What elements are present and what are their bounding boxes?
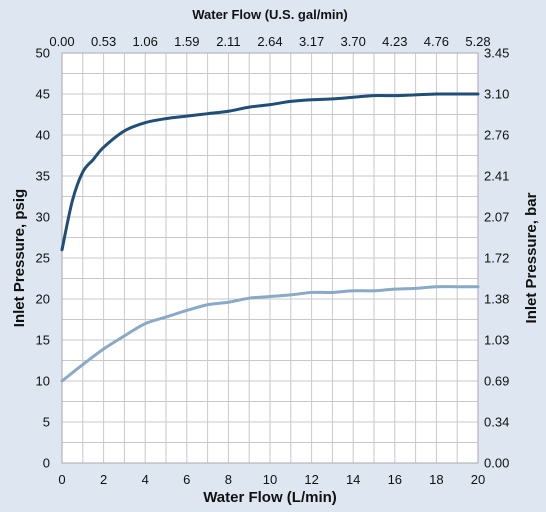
x2-tick-label: 3.70 — [341, 34, 366, 49]
x-tick-label: 6 — [183, 472, 190, 487]
x2-tick-label: 4.76 — [424, 34, 449, 49]
y2-tick-label: 2.07 — [484, 210, 509, 225]
y2-tick-label: 3.45 — [484, 46, 509, 61]
y-tick-label: 5 — [43, 415, 50, 430]
series-line-lower — [60, 285, 480, 383]
y-axis-title: Inlet Pressure, psig — [11, 189, 28, 327]
x-tick-label: 18 — [429, 472, 443, 487]
y2-tick-label: 2.41 — [484, 169, 509, 184]
x2-axis-title: Water Flow (U.S. gal/min) — [192, 7, 348, 22]
x2-tick-label: 1.59 — [174, 34, 199, 49]
y-tick-label: 45 — [36, 87, 50, 102]
y-tick-label: 50 — [36, 46, 50, 61]
y-tick-label: 0 — [43, 456, 50, 471]
y2-tick-label: 0.69 — [484, 374, 509, 389]
tick-labels: 0 2 4 6 8 10 12 14 16 18 200.00 0.53 1.06 1.59 2.11 2.6… — [36, 34, 510, 487]
series-layer — [60, 92, 480, 383]
x2-tick-label: 1.06 — [133, 34, 158, 49]
y-tick-label: 10 — [36, 374, 50, 389]
x2-tick-label: 0.00 — [49, 34, 74, 49]
x-tick-label: 14 — [346, 472, 360, 487]
x-tick-label: 2 — [100, 472, 107, 487]
y2-tick-label: 3.10 — [484, 87, 509, 102]
x2-tick-label: 2.64 — [257, 34, 282, 49]
x2-tick-label: 5.28 — [465, 34, 490, 49]
y2-tick-label: 1.03 — [484, 333, 509, 348]
x-tick-label: 16 — [388, 472, 402, 487]
x-axis-title: Water Flow (L/min) — [203, 489, 337, 506]
y-tick-label: 35 — [36, 169, 50, 184]
y2-tick-label: 1.38 — [484, 292, 509, 307]
plot-frame — [61, 52, 479, 464]
x2-tick-label: 2.11 — [216, 34, 240, 49]
y-tick-label: 30 — [36, 210, 50, 225]
y2-tick-label: 2.76 — [484, 128, 509, 143]
x-tick-label: 10 — [263, 472, 277, 487]
x-tick-label: 12 — [304, 472, 318, 487]
x-tick-label: 0 — [58, 472, 65, 487]
x2-tick-label: 3.17 — [299, 34, 324, 49]
y2-tick-label: 0.34 — [484, 415, 509, 430]
y-tick-label: 20 — [36, 292, 50, 307]
y2-axis-title: Inlet Pressure, bar — [523, 192, 540, 323]
x-tick-label: 8 — [225, 472, 232, 487]
y2-tick-label: 0.00 — [484, 456, 509, 471]
y-tick-label: 25 — [36, 251, 50, 266]
x-tick-label: 4 — [142, 472, 149, 487]
grid — [62, 53, 478, 463]
x2-tick-label: 4.23 — [382, 34, 407, 49]
series-line-upper — [60, 92, 480, 252]
y-tick-label: 40 — [36, 128, 50, 143]
x-tick-label: 20 — [471, 472, 485, 487]
y-tick-label: 15 — [36, 333, 50, 348]
y2-tick-label: 1.72 — [484, 251, 509, 266]
x2-tick-label: 0.53 — [91, 34, 116, 49]
